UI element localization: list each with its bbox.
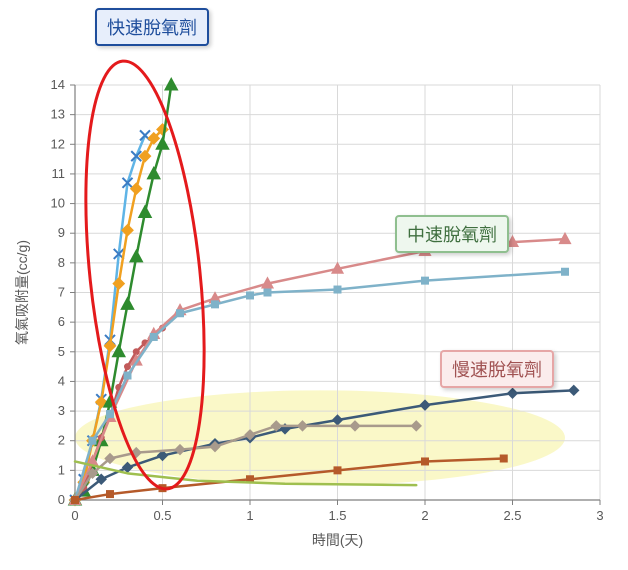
xtick-label: 2.5 <box>503 508 521 523</box>
ytick-label: 1 <box>58 462 65 477</box>
y-axis-label: 氧氣吸附量(cc/g) <box>14 240 30 345</box>
ytick-label: 2 <box>58 433 65 448</box>
ytick-label: 10 <box>51 196 65 211</box>
ytick-label: 6 <box>58 314 65 329</box>
chart-svg: 00.511.522.5301234567891011121314時間(天)氧氣… <box>0 0 628 570</box>
callout-slow-text: 慢速脫氧劑 <box>452 360 542 380</box>
ytick-label: 3 <box>58 403 65 418</box>
ytick-label: 7 <box>58 285 65 300</box>
ytick-label: 13 <box>51 107 65 122</box>
callout-slow: 慢速脫氧劑 <box>440 350 554 388</box>
ytick-label: 5 <box>58 344 65 359</box>
xtick-label: 1.5 <box>328 508 346 523</box>
xtick-label: 3 <box>596 508 603 523</box>
callout-medium: 中速脫氧劑 <box>395 215 509 253</box>
ytick-label: 4 <box>58 373 65 388</box>
ytick-label: 9 <box>58 225 65 240</box>
xtick-label: 2 <box>421 508 428 523</box>
chart-container: 00.511.522.5301234567891011121314時間(天)氧氣… <box>0 0 628 570</box>
ytick-label: 14 <box>51 77 65 92</box>
ytick-label: 8 <box>58 255 65 270</box>
ytick-label: 0 <box>58 492 65 507</box>
callout-fast-text: 快速脫氧劑 <box>107 18 197 38</box>
x-axis-label: 時間(天) <box>312 532 363 548</box>
ytick-label: 12 <box>51 136 65 151</box>
xtick-label: 1 <box>246 508 253 523</box>
callout-fast: 快速脫氧劑 <box>95 8 209 46</box>
callout-medium-text: 中速脫氧劑 <box>407 225 497 245</box>
ytick-label: 11 <box>52 166 66 181</box>
xtick-label: 0 <box>71 508 78 523</box>
xtick-label: 0.5 <box>153 508 171 523</box>
